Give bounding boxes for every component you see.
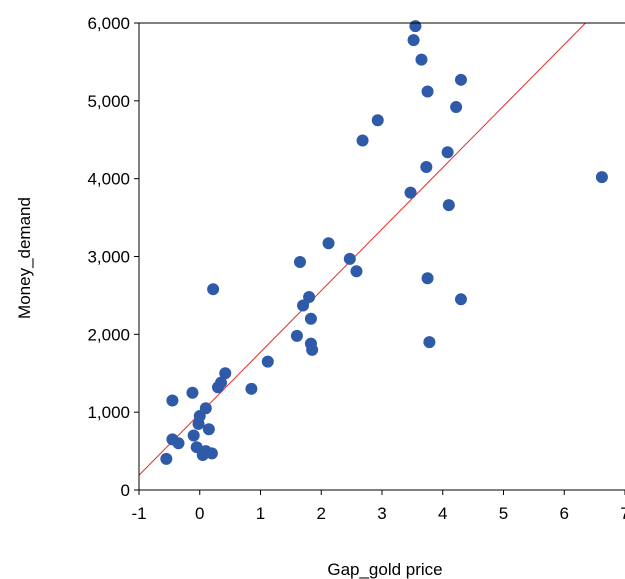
data-point-30 bbox=[356, 134, 369, 147]
data-point-28 bbox=[343, 252, 356, 265]
x-tick-label: 4 bbox=[438, 504, 447, 523]
y-tick-label: 6,000 bbox=[87, 14, 130, 33]
data-point-24 bbox=[304, 312, 317, 325]
data-point-34 bbox=[409, 20, 422, 33]
axes bbox=[134, 22, 625, 495]
data-point-4 bbox=[186, 386, 199, 399]
fit-line bbox=[139, 23, 586, 476]
data-point-14 bbox=[207, 283, 220, 296]
x-tick-label: 5 bbox=[499, 504, 508, 523]
data-point-41 bbox=[442, 199, 455, 212]
data-point-37 bbox=[421, 85, 434, 98]
data-point-44 bbox=[454, 293, 467, 306]
data-point-5 bbox=[187, 429, 200, 442]
x-tick-label: 3 bbox=[377, 504, 386, 523]
data-point-29 bbox=[350, 265, 363, 278]
data-point-26 bbox=[306, 343, 319, 356]
data-point-20 bbox=[290, 329, 303, 342]
x-tick-label: 2 bbox=[317, 504, 326, 523]
data-point-2 bbox=[172, 437, 185, 450]
data-point-16 bbox=[215, 376, 228, 389]
x-tick-label: 1 bbox=[256, 504, 265, 523]
data-point-0 bbox=[160, 452, 173, 465]
data-point-38 bbox=[421, 272, 434, 285]
data-point-11 bbox=[199, 402, 212, 415]
y-tick-label: 2,000 bbox=[87, 325, 130, 344]
x-tick-label: 6 bbox=[560, 504, 569, 523]
data-point-31 bbox=[371, 114, 384, 127]
data-point-3 bbox=[166, 394, 179, 407]
y-axis-title: Money_demand bbox=[15, 197, 34, 319]
y-tick-label: 3,000 bbox=[87, 248, 130, 267]
data-point-40 bbox=[441, 146, 454, 159]
x-tick-label: 0 bbox=[195, 504, 204, 523]
x-axis-title: Gap_gold price bbox=[327, 560, 442, 579]
data-point-18 bbox=[245, 382, 258, 395]
data-point-12 bbox=[202, 423, 215, 436]
x-tick-label: 7 bbox=[620, 504, 625, 523]
data-point-22 bbox=[297, 299, 310, 312]
data-point-33 bbox=[407, 34, 420, 47]
data-point-42 bbox=[450, 101, 463, 114]
data-point-35 bbox=[415, 53, 428, 66]
data-point-19 bbox=[261, 355, 274, 368]
y-tick-label: 0 bbox=[121, 481, 130, 500]
data-point-23 bbox=[303, 290, 316, 303]
data-point-32 bbox=[404, 186, 417, 199]
fit-line-layer bbox=[139, 23, 586, 476]
data-point-27 bbox=[322, 237, 335, 250]
y-tick-label: 1,000 bbox=[87, 403, 130, 422]
data-point-45 bbox=[595, 171, 608, 184]
data-points bbox=[160, 20, 608, 465]
data-point-13 bbox=[205, 447, 218, 460]
x-tick-label: -1 bbox=[131, 504, 146, 523]
data-point-17 bbox=[219, 367, 232, 380]
data-point-43 bbox=[454, 73, 467, 86]
y-tick-label: 4,000 bbox=[87, 170, 130, 189]
data-point-21 bbox=[293, 255, 306, 268]
data-point-39 bbox=[423, 336, 436, 349]
data-point-36 bbox=[420, 160, 433, 173]
y-tick-label: 5,000 bbox=[87, 92, 130, 111]
